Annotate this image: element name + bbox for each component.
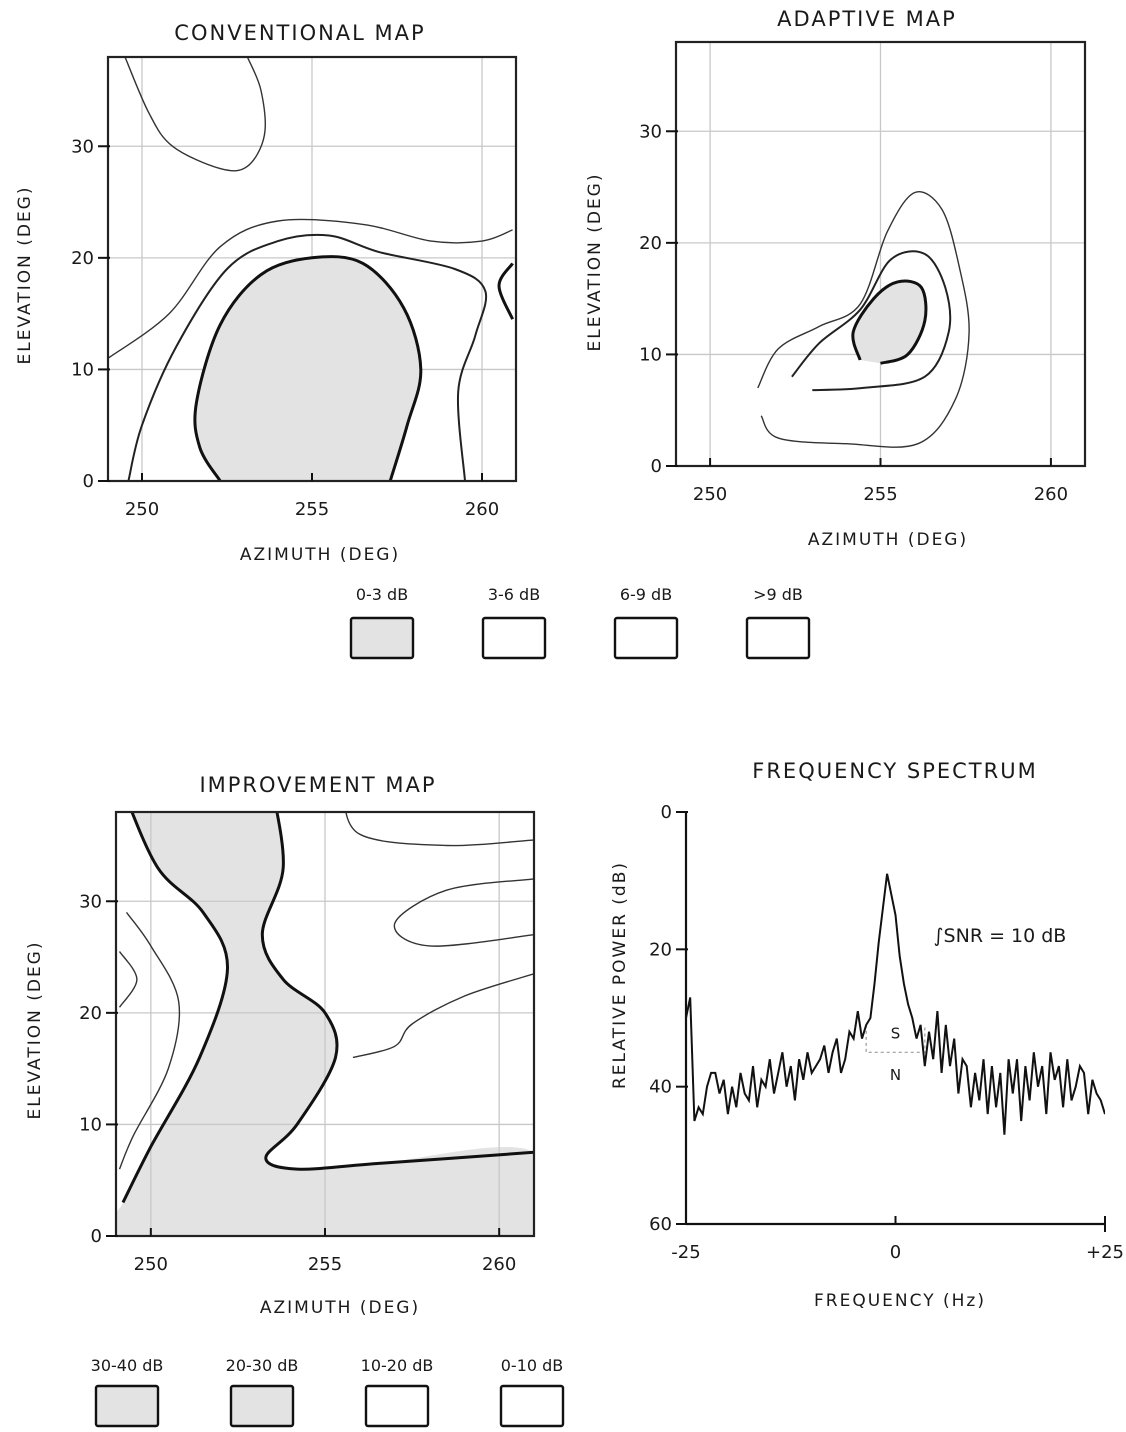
adaptive-map-contour-line-2 bbox=[757, 191, 970, 448]
adaptive-map-ytick-label-1: 10 bbox=[639, 344, 662, 365]
frequency-spectrum-title: FREQUENCY SPECTRUM bbox=[752, 759, 1037, 783]
improvement-legend-swatch-1 bbox=[229, 1384, 295, 1428]
adaptive-map-xlabel: AZIMUTH (DEG) bbox=[808, 530, 968, 550]
improvement-legend-swatch-3 bbox=[499, 1384, 565, 1428]
power-legend-label-2: 6-9 dB bbox=[620, 585, 672, 604]
improvement-legend-label-0: 30-40 dB bbox=[91, 1356, 164, 1375]
frequency-spectrum-ytick-label-0: 0 bbox=[661, 802, 672, 823]
power-legend-label-3: >9 dB bbox=[753, 585, 803, 604]
improvement-map-ytick-label-2: 20 bbox=[79, 1003, 102, 1024]
power-legend-swatch-3 bbox=[745, 616, 811, 660]
improvement-legend-label-1: 20-30 dB bbox=[226, 1356, 299, 1375]
adaptive-map-title: ADAPTIVE MAP bbox=[777, 7, 957, 31]
improvement-map-plot-area bbox=[116, 812, 534, 1236]
frequency-spectrum-ytick-label-2: 40 bbox=[649, 1077, 672, 1098]
conventional-map-xlabel: AZIMUTH (DEG) bbox=[240, 545, 400, 565]
noise-label: N bbox=[890, 1066, 901, 1084]
conventional-map-contour-line-4 bbox=[497, 262, 514, 320]
power-legend-swatch-0 bbox=[349, 616, 415, 660]
frequency-spectrum-xtick-label-0: -25 bbox=[671, 1242, 700, 1263]
power-legend-label-1: 3-6 dB bbox=[488, 585, 540, 604]
frequency-spectrum-ytick-label-3: 60 bbox=[649, 1214, 672, 1235]
improvement-map-contour-line-3 bbox=[345, 812, 534, 847]
adaptive-map-plot-area bbox=[676, 42, 1085, 466]
improvement-map-ytick-label-0: 0 bbox=[91, 1226, 102, 1247]
conventional-map-panel: CONVENTIONAL MAP AZIMUTH (DEG) ELEVATION… bbox=[15, 21, 518, 565]
adaptive-map-xtick-label-2: 260 bbox=[1034, 484, 1068, 505]
signal-noise-band bbox=[865, 1024, 926, 1053]
conventional-map-ytick-label-2: 20 bbox=[71, 248, 94, 269]
improvement-map-xtick-label-1: 255 bbox=[308, 1254, 342, 1275]
signal-label: S bbox=[891, 1025, 901, 1043]
adaptive-map-ytick-label-0: 0 bbox=[651, 456, 662, 477]
improvement-legend: 30-40 dB 20-30 dB 10-20 dB 0-10 dB bbox=[91, 1356, 565, 1428]
improvement-map-ytick-label-1: 10 bbox=[79, 1114, 102, 1135]
spectrum-line bbox=[686, 873, 1105, 1135]
frequency-spectrum-panel: FREQUENCY SPECTRUM FREQUENCY (Hz) RELATI… bbox=[610, 759, 1124, 1311]
conventional-map-contour-line-0 bbox=[193, 255, 423, 481]
adaptive-map-panel: ADAPTIVE MAP AZIMUTH (DEG) ELEVATION (DE… bbox=[585, 7, 1087, 550]
frequency-spectrum-ytick-label-1: 20 bbox=[649, 939, 672, 960]
conventional-map-contour-line-3 bbox=[124, 57, 266, 172]
adaptive-map-contour-line-1 bbox=[791, 250, 952, 392]
power-legend-swatch-1 bbox=[481, 616, 547, 660]
conventional-map-xtick-label-0: 250 bbox=[125, 499, 159, 520]
improvement-map-ylabel: ELEVATION (DEG) bbox=[25, 941, 45, 1120]
conventional-map-ytick-label-3: 30 bbox=[71, 136, 94, 157]
adaptive-map-ytick-label-2: 20 bbox=[639, 233, 662, 254]
improvement-map-ytick-label-3: 30 bbox=[79, 891, 102, 912]
improvement-map-panel: IMPROVEMENT MAP AZIMUTH (DEG) ELEVATION … bbox=[25, 773, 536, 1318]
improvement-legend-swatch-2 bbox=[364, 1384, 430, 1428]
conventional-map-title: CONVENTIONAL MAP bbox=[174, 21, 425, 45]
improvement-legend-label-3: 0-10 dB bbox=[501, 1356, 564, 1375]
improvement-map-contour-line-5 bbox=[352, 973, 534, 1059]
snr-annotation: ∫SNR = 10 dB bbox=[934, 925, 1067, 947]
conventional-map-ytick-label-0: 0 bbox=[83, 471, 94, 492]
improvement-map-title: IMPROVEMENT MAP bbox=[199, 773, 436, 797]
power-legend: 0-3 dB 3-6 dB 6-9 dB >9 dB bbox=[349, 585, 811, 660]
power-legend-label-0: 0-3 dB bbox=[356, 585, 408, 604]
frequency-spectrum-xtick-label-2: +25 bbox=[1086, 1242, 1124, 1263]
improvement-map-xlabel: AZIMUTH (DEG) bbox=[260, 1298, 420, 1318]
conventional-map-shaded-contour-0 bbox=[194, 256, 421, 481]
improvement-map-xtick-label-0: 250 bbox=[134, 1254, 168, 1275]
conventional-map-xtick-label-1: 255 bbox=[295, 499, 329, 520]
adaptive-map-contour-line-0 bbox=[851, 279, 928, 365]
conventional-map-ylabel: ELEVATION (DEG) bbox=[15, 186, 35, 365]
improvement-map-contour-line-2 bbox=[118, 911, 181, 1170]
improvement-legend-label-2: 10-20 dB bbox=[361, 1356, 434, 1375]
conventional-map-ytick-label-1: 10 bbox=[71, 359, 94, 380]
conventional-map-contour-line-1 bbox=[127, 233, 488, 481]
frequency-spectrum-plot-area bbox=[686, 873, 1105, 1135]
improvement-map-contour-line-4 bbox=[393, 878, 534, 947]
adaptive-map-shaded-contour-0 bbox=[852, 281, 926, 364]
improvement-map-contour-line-6 bbox=[118, 951, 138, 1008]
power-legend-swatch-2 bbox=[613, 616, 679, 660]
improvement-legend-swatch-0 bbox=[94, 1384, 160, 1428]
frequency-spectrum-xlabel: FREQUENCY (Hz) bbox=[814, 1291, 986, 1311]
adaptive-map-xtick-label-1: 255 bbox=[863, 484, 897, 505]
improvement-map-contour-line-1 bbox=[260, 812, 534, 1171]
conventional-map-plot-area bbox=[108, 57, 516, 481]
frequency-spectrum-xtick-label-1: 0 bbox=[890, 1242, 901, 1263]
improvement-map-xtick-label-2: 260 bbox=[482, 1254, 516, 1275]
adaptive-map-ytick-label-3: 30 bbox=[639, 121, 662, 142]
adaptive-map-ylabel: ELEVATION (DEG) bbox=[585, 173, 605, 352]
conventional-map-xtick-label-2: 260 bbox=[465, 499, 499, 520]
conventional-map-contour-line-2 bbox=[108, 218, 513, 359]
improvement-map-contour-line-0 bbox=[121, 812, 230, 1204]
frequency-spectrum-ylabel: RELATIVE POWER (dB) bbox=[610, 861, 630, 1089]
adaptive-map-xtick-label-0: 250 bbox=[693, 484, 727, 505]
